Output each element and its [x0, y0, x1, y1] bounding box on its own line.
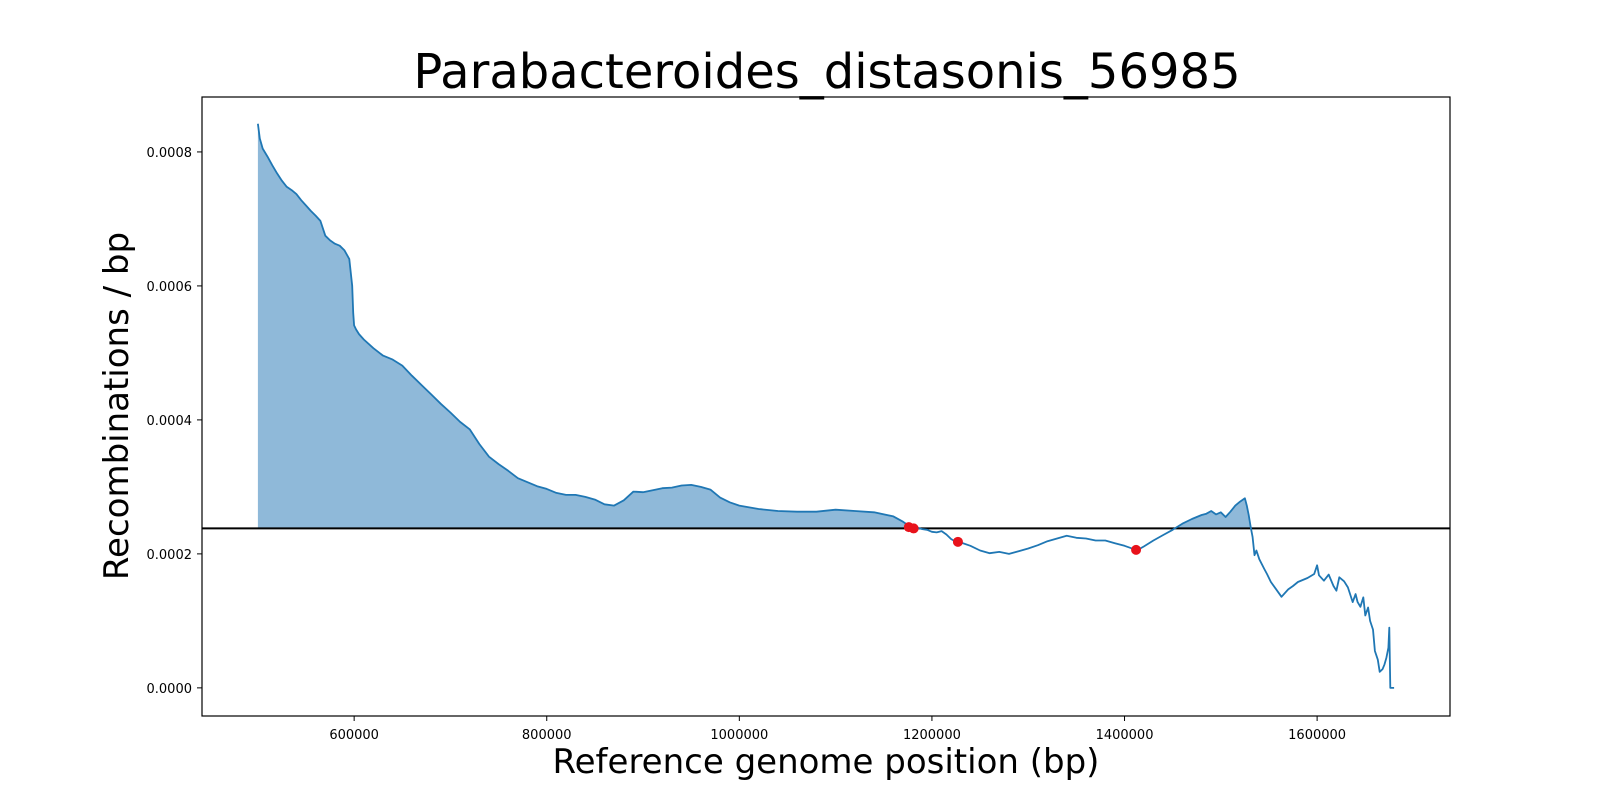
- y-tick-label: 0.0002: [147, 548, 193, 563]
- x-tick-label: 1000000: [710, 728, 768, 743]
- y-axis-label: Recombinations / bp: [97, 232, 137, 580]
- y-tick-label: 0.0008: [147, 146, 193, 161]
- x-tick-label: 1400000: [1096, 728, 1154, 743]
- area-above-threshold: [257, 123, 920, 529]
- x-tick-label: 1200000: [903, 728, 961, 743]
- y-tick-label: 0.0006: [147, 280, 193, 295]
- marker-point: [908, 523, 919, 534]
- chart-title: Parabacteroides_distasonis_56985: [413, 44, 1240, 100]
- x-tick-label: 600000: [329, 728, 379, 743]
- marker-point: [1131, 544, 1142, 555]
- x-axis: 600000 800000 1000000 1200000 1400000 1600000: [329, 716, 1346, 743]
- plot-frame: [201, 96, 1451, 717]
- marker-point: [952, 536, 963, 547]
- y-tick-label: 0.0000: [147, 682, 193, 697]
- x-tick-label: 800000: [522, 728, 572, 743]
- plot-area: [202, 123, 1450, 689]
- y-tick-label: 0.0004: [147, 414, 193, 429]
- x-axis-label: Reference genome position (bp): [553, 742, 1100, 782]
- area-above-threshold: [1174, 498, 1251, 529]
- y-axis: 0.0000 0.0002 0.0004 0.0006 0.0008: [147, 146, 202, 697]
- x-tick-label: 1600000: [1288, 728, 1346, 743]
- series-line: [257, 123, 1395, 689]
